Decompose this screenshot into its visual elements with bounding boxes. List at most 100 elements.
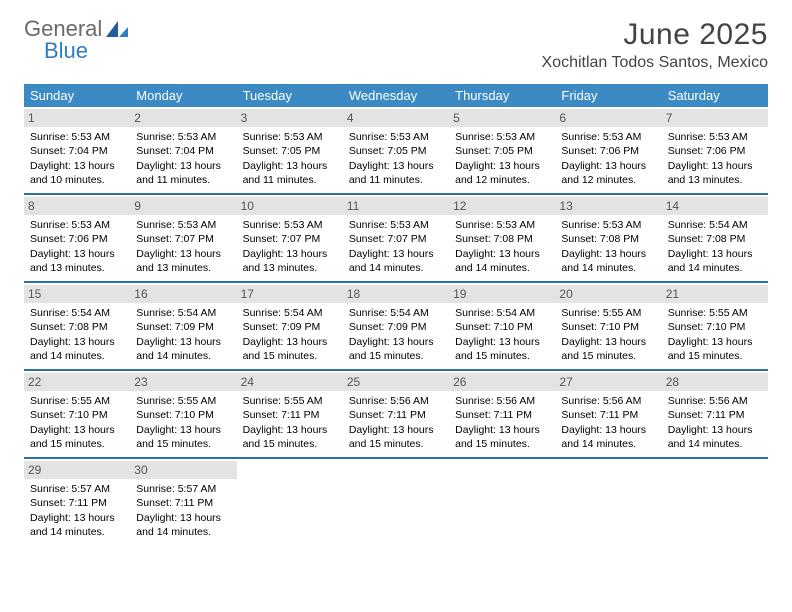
daylight-line: Daylight: 13 hours and 15 minutes.	[136, 423, 230, 451]
week-row: 22Sunrise: 5:55 AMSunset: 7:10 PMDayligh…	[24, 371, 768, 459]
day-number: 20	[555, 285, 661, 303]
day-number: 21	[662, 285, 768, 303]
day-number: 2	[130, 109, 236, 127]
day-number: 7	[662, 109, 768, 127]
day-number: 22	[24, 373, 130, 391]
daylight-line: Daylight: 13 hours and 14 minutes.	[349, 247, 443, 275]
day-number: 26	[449, 373, 555, 391]
sunset-line: Sunset: 7:06 PM	[30, 232, 124, 246]
sunset-line: Sunset: 7:09 PM	[136, 320, 230, 334]
sunset-line: Sunset: 7:11 PM	[243, 408, 337, 422]
sunrise-line: Sunrise: 5:53 AM	[349, 218, 443, 232]
day-cell-empty	[343, 459, 449, 545]
day-cell: 3Sunrise: 5:53 AMSunset: 7:05 PMDaylight…	[237, 107, 343, 193]
day-number: 6	[555, 109, 661, 127]
sunrise-line: Sunrise: 5:53 AM	[243, 130, 337, 144]
daylight-line: Daylight: 13 hours and 10 minutes.	[30, 159, 124, 187]
day-number: 1	[24, 109, 130, 127]
sunrise-line: Sunrise: 5:55 AM	[30, 394, 124, 408]
daylight-line: Daylight: 13 hours and 15 minutes.	[561, 335, 655, 363]
daylight-line: Daylight: 13 hours and 12 minutes.	[561, 159, 655, 187]
day-cell: 14 Sunrise: 5:54 AMSunset: 7:08 PMDayligh…	[662, 195, 768, 281]
day-cell: 10Sunrise: 5:53 AMSunset: 7:07 PMDayligh…	[237, 195, 343, 281]
daylight-line: Daylight: 13 hours and 14 minutes.	[668, 247, 762, 275]
day-number: 3	[237, 109, 343, 127]
sunrise-line: Sunrise: 5:53 AM	[30, 218, 124, 232]
page: General Blue June 2025 Xochitlan Todos S…	[0, 0, 792, 545]
daylight-line: Daylight: 13 hours and 11 minutes.	[349, 159, 443, 187]
sunrise-line: Sunrise: 5:53 AM	[136, 130, 230, 144]
day-number: 24	[237, 373, 343, 391]
sunset-line: Sunset: 7:09 PM	[349, 320, 443, 334]
logo-sail-icon	[104, 19, 130, 39]
day-cell: 20 Sunrise: 5:55 AMSunset: 7:10 PMDayligh…	[555, 283, 661, 369]
day-number: 4	[343, 109, 449, 127]
day-cell: 6Sunrise: 5:53 AMSunset: 7:06 PMDaylight…	[555, 107, 661, 193]
day-cell: 17Sunrise: 5:54 AMSunset: 7:09 PMDayligh…	[237, 283, 343, 369]
logo-text-blue: Blue	[44, 40, 88, 62]
sunset-line: Sunset: 7:11 PM	[30, 496, 124, 510]
day-cell-empty	[237, 459, 343, 545]
sunset-line: Sunset: 7:08 PM	[668, 232, 762, 246]
sunset-line: Sunset: 7:07 PM	[243, 232, 337, 246]
day-cell: 12Sunrise: 5:53 AMSunset: 7:08 PMDayligh…	[449, 195, 555, 281]
daylight-line: Daylight: 13 hours and 15 minutes.	[349, 335, 443, 363]
sunset-line: Sunset: 7:08 PM	[561, 232, 655, 246]
sunrise-line: Sunrise: 5:56 AM	[668, 394, 762, 408]
dow-cell: Saturday	[662, 84, 768, 107]
daylight-line: Daylight: 13 hours and 15 minutes.	[455, 423, 549, 451]
day-cell-empty	[555, 459, 661, 545]
sunrise-line: Sunrise: 5:53 AM	[243, 218, 337, 232]
daylight-line: Daylight: 13 hours and 13 minutes.	[668, 159, 762, 187]
day-cell: 29Sunrise: 5:57 AMSunset: 7:11 PMDayligh…	[24, 459, 130, 545]
day-cell: 30Sunrise: 5:57 AMSunset: 7:11 PMDayligh…	[130, 459, 236, 545]
day-cell-empty	[449, 459, 555, 545]
daylight-line: Daylight: 13 hours and 14 minutes.	[561, 247, 655, 275]
daylight-line: Daylight: 13 hours and 15 minutes.	[668, 335, 762, 363]
day-cell: 8Sunrise: 5:53 AMSunset: 7:06 PMDaylight…	[24, 195, 130, 281]
sunset-line: Sunset: 7:11 PM	[455, 408, 549, 422]
daylight-line: Daylight: 13 hours and 15 minutes.	[243, 335, 337, 363]
daylight-line: Daylight: 13 hours and 15 minutes.	[455, 335, 549, 363]
sunrise-line: Sunrise: 5:57 AM	[30, 482, 124, 496]
sunset-line: Sunset: 7:10 PM	[136, 408, 230, 422]
daylight-line: Daylight: 13 hours and 14 minutes.	[136, 335, 230, 363]
day-number: 16	[130, 285, 236, 303]
day-cell: 2Sunrise: 5:53 AMSunset: 7:04 PMDaylight…	[130, 107, 236, 193]
day-number: 13	[555, 197, 661, 215]
sunset-line: Sunset: 7:10 PM	[561, 320, 655, 334]
dow-cell: Wednesday	[343, 84, 449, 107]
sunrise-line: Sunrise: 5:56 AM	[349, 394, 443, 408]
sunrise-line: Sunrise: 5:56 AM	[561, 394, 655, 408]
sunset-line: Sunset: 7:11 PM	[349, 408, 443, 422]
title-block: June 2025 Xochitlan Todos Santos, Mexico	[542, 18, 769, 72]
sunrise-line: Sunrise: 5:55 AM	[561, 306, 655, 320]
day-cell: 9Sunrise: 5:53 AMSunset: 7:07 PMDaylight…	[130, 195, 236, 281]
sunrise-line: Sunrise: 5:53 AM	[668, 130, 762, 144]
day-number: 19	[449, 285, 555, 303]
sunset-line: Sunset: 7:08 PM	[455, 232, 549, 246]
calendar: SundayMondayTuesdayWednesdayThursdayFrid…	[24, 84, 768, 545]
sunrise-line: Sunrise: 5:54 AM	[668, 218, 762, 232]
sunrise-line: Sunrise: 5:55 AM	[243, 394, 337, 408]
sunrise-line: Sunrise: 5:53 AM	[455, 218, 549, 232]
dow-cell: Friday	[555, 84, 661, 107]
day-cell: 13Sunrise: 5:53 AMSunset: 7:08 PMDayligh…	[555, 195, 661, 281]
day-number: 10	[237, 197, 343, 215]
day-number: 14	[662, 197, 768, 215]
header: General Blue June 2025 Xochitlan Todos S…	[24, 18, 768, 72]
day-cell: 23Sunrise: 5:55 AMSunset: 7:10 PMDayligh…	[130, 371, 236, 457]
day-cell-empty	[662, 459, 768, 545]
sunset-line: Sunset: 7:10 PM	[455, 320, 549, 334]
daylight-line: Daylight: 13 hours and 13 minutes.	[30, 247, 124, 275]
daylight-line: Daylight: 13 hours and 14 minutes.	[668, 423, 762, 451]
day-cell: 16Sunrise: 5:54 AMSunset: 7:09 PMDayligh…	[130, 283, 236, 369]
day-number: 12	[449, 197, 555, 215]
day-cell: 18Sunrise: 5:54 AMSunset: 7:09 PMDayligh…	[343, 283, 449, 369]
dow-cell: Thursday	[449, 84, 555, 107]
daylight-line: Daylight: 13 hours and 14 minutes.	[30, 335, 124, 363]
day-cell: 5Sunrise: 5:53 AMSunset: 7:05 PMDaylight…	[449, 107, 555, 193]
daylight-line: Daylight: 13 hours and 12 minutes.	[455, 159, 549, 187]
daylight-line: Daylight: 13 hours and 15 minutes.	[243, 423, 337, 451]
sunset-line: Sunset: 7:11 PM	[561, 408, 655, 422]
